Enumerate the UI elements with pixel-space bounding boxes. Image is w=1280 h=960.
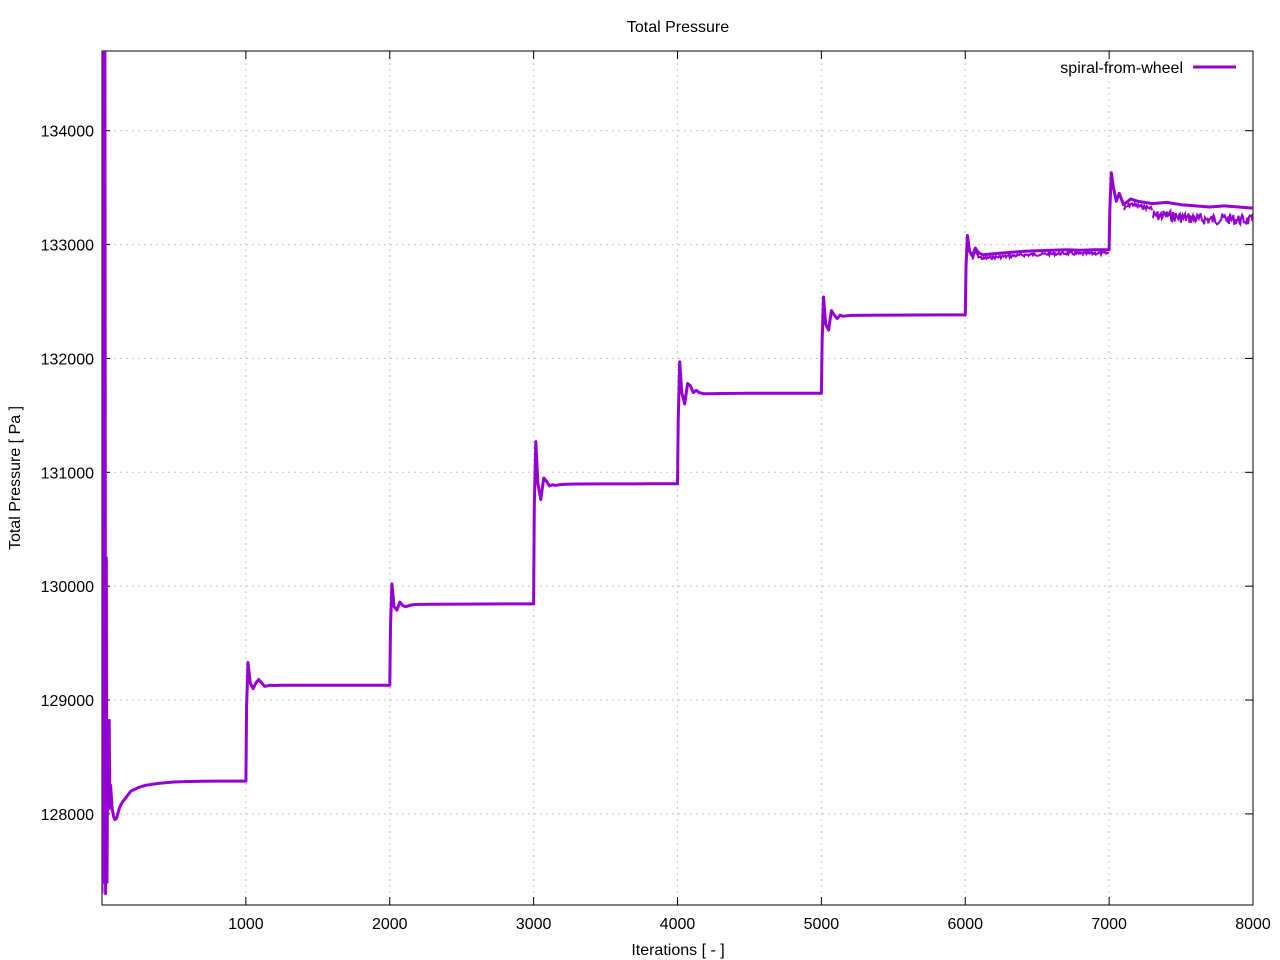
x-tick-label: 5000 (804, 916, 840, 933)
x-tick-label: 6000 (947, 916, 983, 933)
x-tick-label: 7000 (1091, 916, 1127, 933)
y-tick-label: 132000 (41, 351, 94, 368)
y-tick-label: 131000 (41, 465, 94, 482)
chart-title: Total Pressure (627, 19, 729, 36)
axis-tick-labels: 1000 2000 3000 4000 5000 6000 7000 8000 128000 12… (41, 124, 1271, 933)
y-tick-label: 134000 (41, 124, 94, 141)
y-tick-label: 133000 (41, 238, 94, 255)
series-noise (1123, 200, 1153, 213)
y-tick-label: 130000 (41, 579, 94, 596)
y-axis-title: Total Pressure [ Pa ] (7, 406, 24, 550)
x-tick-label: 4000 (660, 916, 696, 933)
x-axis-title: Iterations [ - ] (631, 942, 724, 959)
y-tick-label: 129000 (41, 693, 94, 710)
x-tick-label: 2000 (372, 916, 408, 933)
series-noise (971, 249, 1110, 261)
legend-label: spiral-from-wheel (1060, 60, 1183, 77)
series-line (102, 51, 1253, 896)
x-tick-label: 8000 (1235, 916, 1271, 933)
x-tick-label: 1000 (228, 916, 264, 933)
series-noise (1151, 207, 1253, 227)
x-tick-label: 3000 (516, 916, 552, 933)
legend: spiral-from-wheel (1060, 60, 1236, 77)
series-layer (102, 51, 1253, 896)
y-tick-label: 128000 (41, 807, 94, 824)
